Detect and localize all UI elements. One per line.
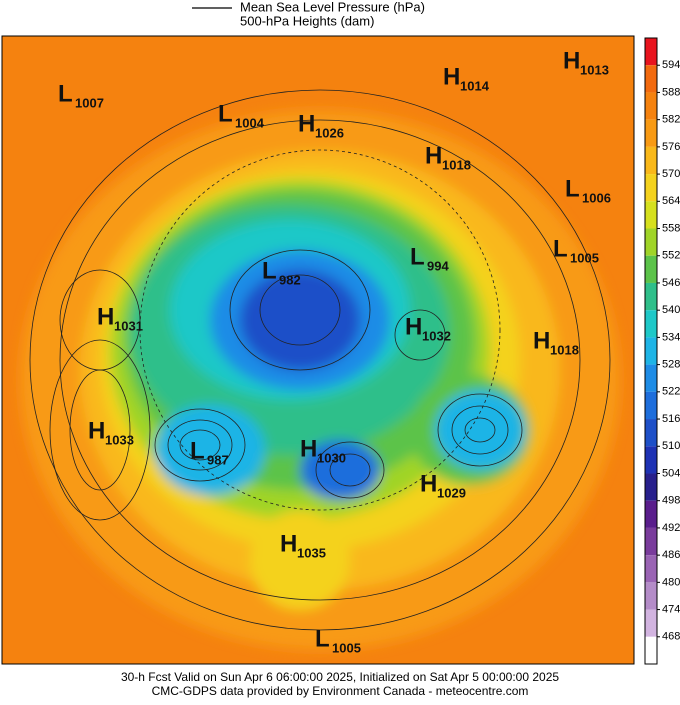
center-pressure: 1014: [460, 78, 490, 93]
colorbar-swatch: [645, 65, 657, 93]
colorbar-swatch: [645, 391, 657, 420]
colorbar-tick-label: 582: [662, 114, 680, 126]
colorbar-swatch: [645, 500, 657, 528]
center-pressure: 987: [207, 452, 229, 467]
colorbar-frame: [644, 37, 658, 665]
center-kind: L: [218, 100, 233, 127]
center-kind: H: [280, 530, 297, 557]
colorbar-tick-label: 486: [662, 549, 680, 561]
colorbar: 594 588 582 576 570 564 558 552 546 540 534 528 522 5…: [644, 37, 680, 665]
colorbar-tick-label: 510: [662, 440, 680, 452]
colorbar-tick-label: 468: [662, 631, 680, 643]
center-kind: H: [97, 303, 114, 330]
colorbar-tick-label: 540: [662, 304, 680, 316]
legend-text: 500-hPa Heights (dam): [240, 13, 374, 28]
colorbar-tick-label: 522: [662, 386, 680, 398]
center-pressure: 994: [427, 258, 449, 273]
center-kind: H: [420, 470, 437, 497]
colorbar-tick-label: 492: [662, 522, 680, 534]
map-frame: [1, 35, 635, 665]
center-kind: H: [298, 110, 315, 137]
colorbar-swatch: [645, 228, 657, 256]
center-kind: L: [410, 243, 425, 270]
colorbar-swatch: [645, 174, 657, 202]
colorbar-swatch: [645, 119, 657, 147]
colorbar-tick-label: 552: [662, 250, 680, 262]
center-pressure: 1032: [422, 328, 451, 343]
footer-text: 30-h Fcst Valid on Sun Apr 6 06:00:00 20…: [121, 670, 559, 684]
center-pressure: 1033: [105, 432, 134, 447]
center-pressure: 1018: [550, 342, 579, 357]
center-pressure: 1007: [75, 95, 104, 110]
colorbar-swatch: [645, 282, 657, 311]
center-pressure: 1005: [570, 250, 599, 265]
colorbar-swatch: [645, 609, 657, 637]
isobars: [29, 89, 611, 631]
colorbar-tick-label: 570: [662, 168, 680, 180]
colorbar-tick-label: 480: [662, 576, 680, 588]
colorbar-swatch: [645, 473, 657, 501]
center-pressure: 1018: [442, 157, 471, 172]
center-pressure: 1013: [580, 62, 609, 77]
colorbar-swatch: [645, 582, 657, 610]
colorbar-tick-label: 534: [662, 331, 680, 343]
center-kind: H: [533, 327, 550, 354]
colorbar-swatch: [645, 255, 657, 283]
colorbar-tick-label: 564: [662, 195, 680, 207]
center-kind: H: [425, 142, 442, 169]
colorbar-swatch: [645, 419, 657, 447]
center-pressure: 1026: [315, 125, 344, 140]
colorbar-tick-label: 498: [662, 495, 680, 507]
center-kind: H: [563, 47, 580, 74]
center-pressure: 1005: [332, 640, 361, 655]
colorbar-tick-label: 546: [662, 277, 680, 289]
colorbar-tick-label: 576: [662, 141, 680, 153]
colorbar-swatch: [645, 310, 657, 338]
colorbar-tick-label: 588: [662, 86, 680, 98]
center-pressure: 982: [279, 272, 301, 287]
center-pressure: 1031: [114, 318, 143, 333]
center-kind: L: [58, 80, 73, 107]
center-kind: H: [443, 63, 460, 90]
center-kind: L: [553, 235, 568, 262]
legend-text: Mean Sea Level Pressure (hPa): [240, 0, 425, 14]
center-pressure: 1030: [317, 450, 346, 465]
colorbar-tick-label: 504: [662, 467, 680, 479]
footer-text: CMC-GDPS data provided by Environment Ca…: [152, 684, 529, 698]
center-kind: L: [262, 257, 277, 284]
center-kind: H: [88, 417, 105, 444]
center-kind: L: [315, 625, 330, 652]
colorbar-tick-label: 474: [662, 603, 680, 615]
colorbar-tick-label: 528: [662, 359, 680, 371]
colorbar-swatch: [645, 38, 657, 66]
colorbar-swatch: [645, 92, 657, 120]
center-kind: H: [405, 313, 422, 340]
colorbar-tick-label: 516: [662, 413, 680, 425]
colorbar-swatch: [645, 555, 657, 583]
colorbar-tick-label: 594: [662, 59, 680, 71]
colorbar-swatch: [645, 636, 657, 664]
colorbar-tick-label: 558: [662, 222, 680, 234]
center-pressure: 1029: [437, 485, 466, 500]
center-kind: L: [190, 437, 205, 464]
center-pressure: 1035: [297, 545, 326, 560]
center-pressure: 1006: [582, 190, 611, 205]
colorbar-swatch: [645, 146, 657, 175]
colorbar-swatch: [645, 337, 657, 365]
colorbar-swatch: [645, 446, 657, 474]
center-kind: L: [565, 175, 580, 202]
center-kind: H: [300, 435, 317, 462]
colorbar-swatch: [645, 201, 657, 229]
center-pressure: 1004: [235, 115, 265, 130]
colorbar-swatch: [645, 364, 657, 392]
colorbar-swatch: [645, 527, 657, 556]
